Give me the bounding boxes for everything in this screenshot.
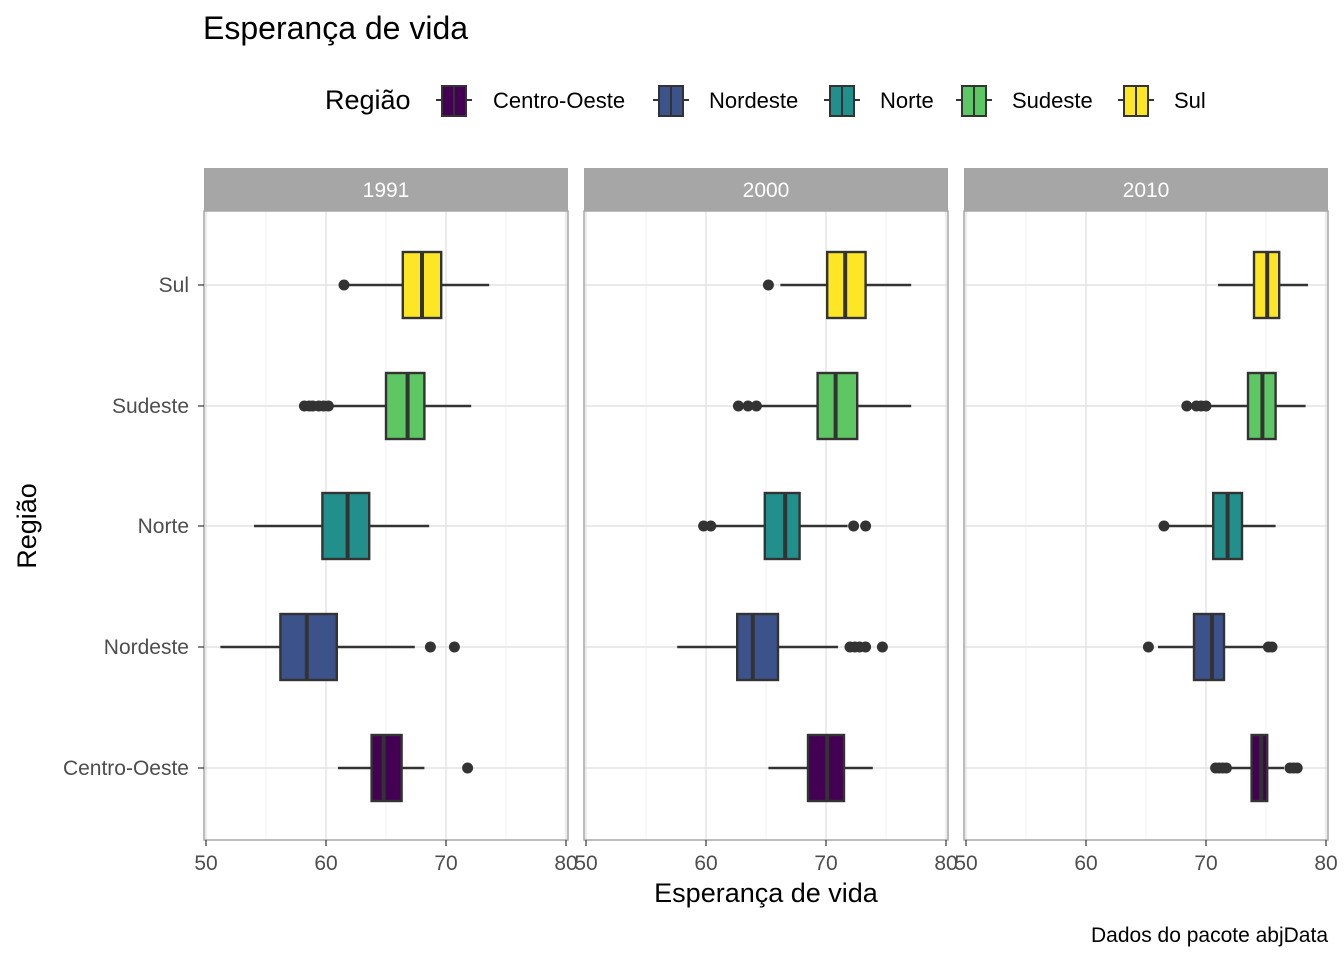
outlier-point [1181,400,1193,412]
box-iqr [370,733,403,803]
legend-label: Nordeste [709,88,798,113]
x-axis-title: Esperança de vida [654,878,879,908]
x-tick-label: 80 [1314,852,1337,875]
outlier-point [750,400,762,412]
box-centro-oeste-2010 [1210,733,1303,803]
box-centro-oeste-1991 [338,733,474,803]
chart-title: Esperança de vida [203,10,468,46]
y-tick-label: Sudeste [112,395,189,418]
outlier-point [424,641,436,653]
legend-label: Sul [1174,88,1206,113]
legend-item-nordeste: Nordeste [653,85,798,117]
x-tick-label: 50 [194,852,217,875]
x-tick-label: 50 [954,852,977,875]
box-nordeste-2000 [677,612,888,682]
outlier-point [876,641,888,653]
box-iqr [736,612,780,682]
facet-strip [204,168,568,211]
outlier-point [462,762,474,774]
box-norte-2000 [698,491,872,561]
x-tick-label: 60 [1074,852,1097,875]
facet-strip [584,168,948,211]
y-tick-label: Sul [159,274,189,297]
panel-border [963,210,1329,841]
x-tick-label: 80 [554,852,577,875]
legend: Região Centro-Oeste Nordeste Norte Sudeste S… [325,85,1206,117]
x-tick-label: 70 [1194,852,1217,875]
outlier-point [338,279,350,291]
outlier-point [1220,762,1232,774]
legend-label: Centro-Oeste [493,88,625,113]
outlier-point [1142,641,1154,653]
box-sul-2010 [1218,250,1308,320]
box-sudeste-2000 [732,371,912,441]
x-tick-label: 60 [314,852,337,875]
y-axis: Centro-Oeste Nordeste Norte Sudeste Sul [63,274,204,780]
box-nordeste-2010 [1142,612,1278,682]
facet-strip-label: 2010 [1123,179,1170,202]
outlier-point [1266,641,1278,653]
facet-strip [964,168,1328,211]
legend-item-centro-oeste: Centro-Oeste [436,85,625,117]
outlier-point [448,641,460,653]
y-tick-label: Norte [138,515,189,538]
facet-strip-label: 1991 [363,179,410,202]
facet-panels: 1991 50 60 70 80 2000 50 60 70 80 2010 50 60 70 80 Cent… [63,168,1338,875]
box-iqr [763,491,801,561]
outlier-point [742,400,754,412]
legend-item-sudeste: Sudeste [956,85,1093,117]
box-iqr [384,371,426,441]
box-norte-2010 [1158,491,1276,561]
outlier-point [848,520,860,532]
panel-border [583,210,949,841]
legend-item-sul: Sul [1118,85,1206,117]
box-nordeste-1991 [220,612,460,682]
facet-strip-label: 2000 [743,179,790,202]
outlier-point [1291,762,1303,774]
box-norte-1991 [254,491,430,561]
legend-label: Norte [880,88,934,113]
facet-panel-2010: 2010 50 60 70 80 [954,168,1338,875]
facet-panel-2000: 2000 50 60 70 80 [574,168,958,875]
x-tick-label: 60 [694,852,717,875]
outlier-point [705,520,717,532]
box-sul-1991 [338,250,490,320]
outlier-point [762,279,774,291]
x-tick-label: 70 [814,852,837,875]
chart-caption: Dados do pacote abjData [1091,924,1328,947]
y-tick-label: Centro-Oeste [63,757,189,780]
outlier-point [732,400,744,412]
box-iqr [1192,612,1226,682]
x-tick-label: 70 [434,852,457,875]
facet-panel-1991: 1991 50 60 70 80 [194,168,578,875]
legend-title: Região [325,85,411,115]
legend-item-norte: Norte [824,85,934,117]
outlier-point [322,400,334,412]
box-sudeste-2010 [1181,371,1306,441]
box-centro-oeste-2000 [768,733,873,803]
outlier-point [860,520,872,532]
y-tick-label: Nordeste [104,636,189,659]
box-sudeste-1991 [298,371,472,441]
x-tick-label: 50 [574,852,597,875]
outlier-point [860,641,872,653]
outlier-point [1158,520,1170,532]
outlier-point [1200,400,1212,412]
box-sul-2000 [762,250,912,320]
legend-label: Sudeste [1012,88,1093,113]
y-axis-title: Região [12,483,42,569]
x-tick-label: 80 [934,852,957,875]
